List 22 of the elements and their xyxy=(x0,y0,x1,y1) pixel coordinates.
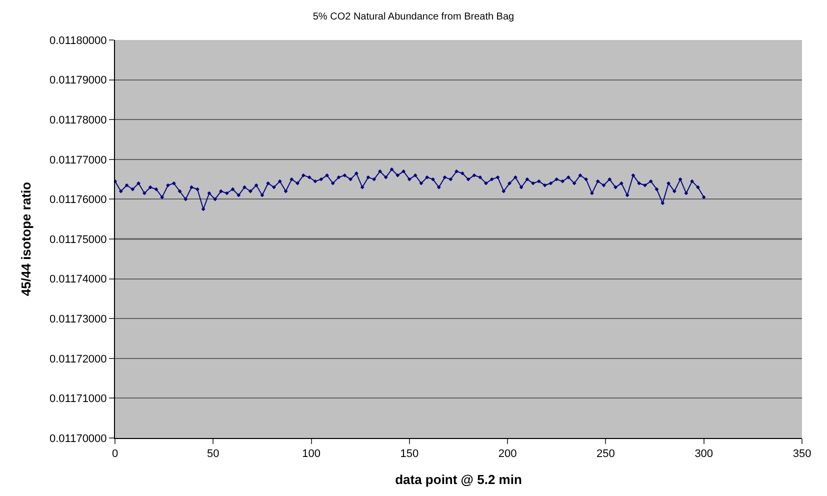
x-tick-label: 250 xyxy=(596,448,615,460)
x-tick-label: 300 xyxy=(694,448,714,460)
y-tick-label: 0.01178000 xyxy=(49,114,107,126)
x-axis-title: data point @ 5.2 min xyxy=(395,472,522,487)
y-tick-label: 0.01177000 xyxy=(49,154,107,166)
y-tick-label: 0.01176000 xyxy=(49,194,107,206)
y-tick-label: 0.01171000 xyxy=(49,393,107,406)
y-tick-label: 0.01172000 xyxy=(49,353,107,366)
y-tick-label: 0.01179000 xyxy=(49,74,107,87)
x-tick-label: 350 xyxy=(792,448,812,460)
y-tick-label: 0.01175000 xyxy=(49,234,107,246)
x-tick-label: 0 xyxy=(112,448,118,460)
y-tick-label: 0.01174000 xyxy=(49,274,107,286)
x-tick-label: 100 xyxy=(302,448,320,460)
y-axis-title: 45/44 isotope ratio xyxy=(18,182,34,296)
chart-title: 5% CO2 Natural Abundance from Breath Bag xyxy=(312,11,514,22)
x-tick-label: 50 xyxy=(207,448,220,460)
y-tick-label: 0.01170000 xyxy=(49,432,107,445)
y-tick-label: 0.01173000 xyxy=(49,313,107,326)
x-tick-label: 200 xyxy=(498,448,517,460)
y-tick-label: 0.01180000 xyxy=(49,34,107,47)
x-tick-label: 150 xyxy=(400,448,419,460)
